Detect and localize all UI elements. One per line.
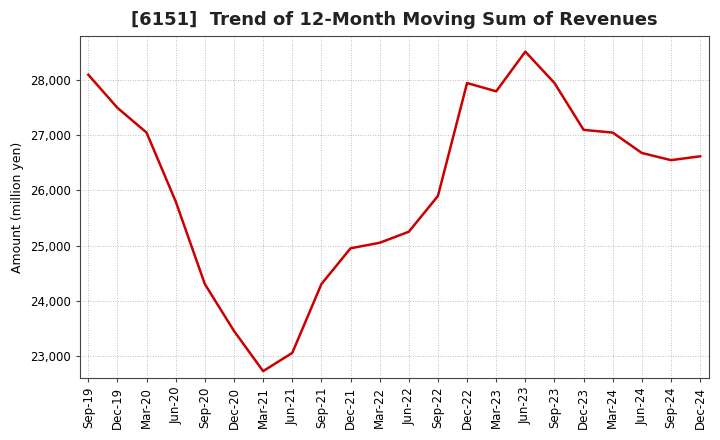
Y-axis label: Amount (million yen): Amount (million yen) [11, 141, 24, 273]
Title: [6151]  Trend of 12-Month Moving Sum of Revenues: [6151] Trend of 12-Month Moving Sum of R… [131, 11, 657, 29]
